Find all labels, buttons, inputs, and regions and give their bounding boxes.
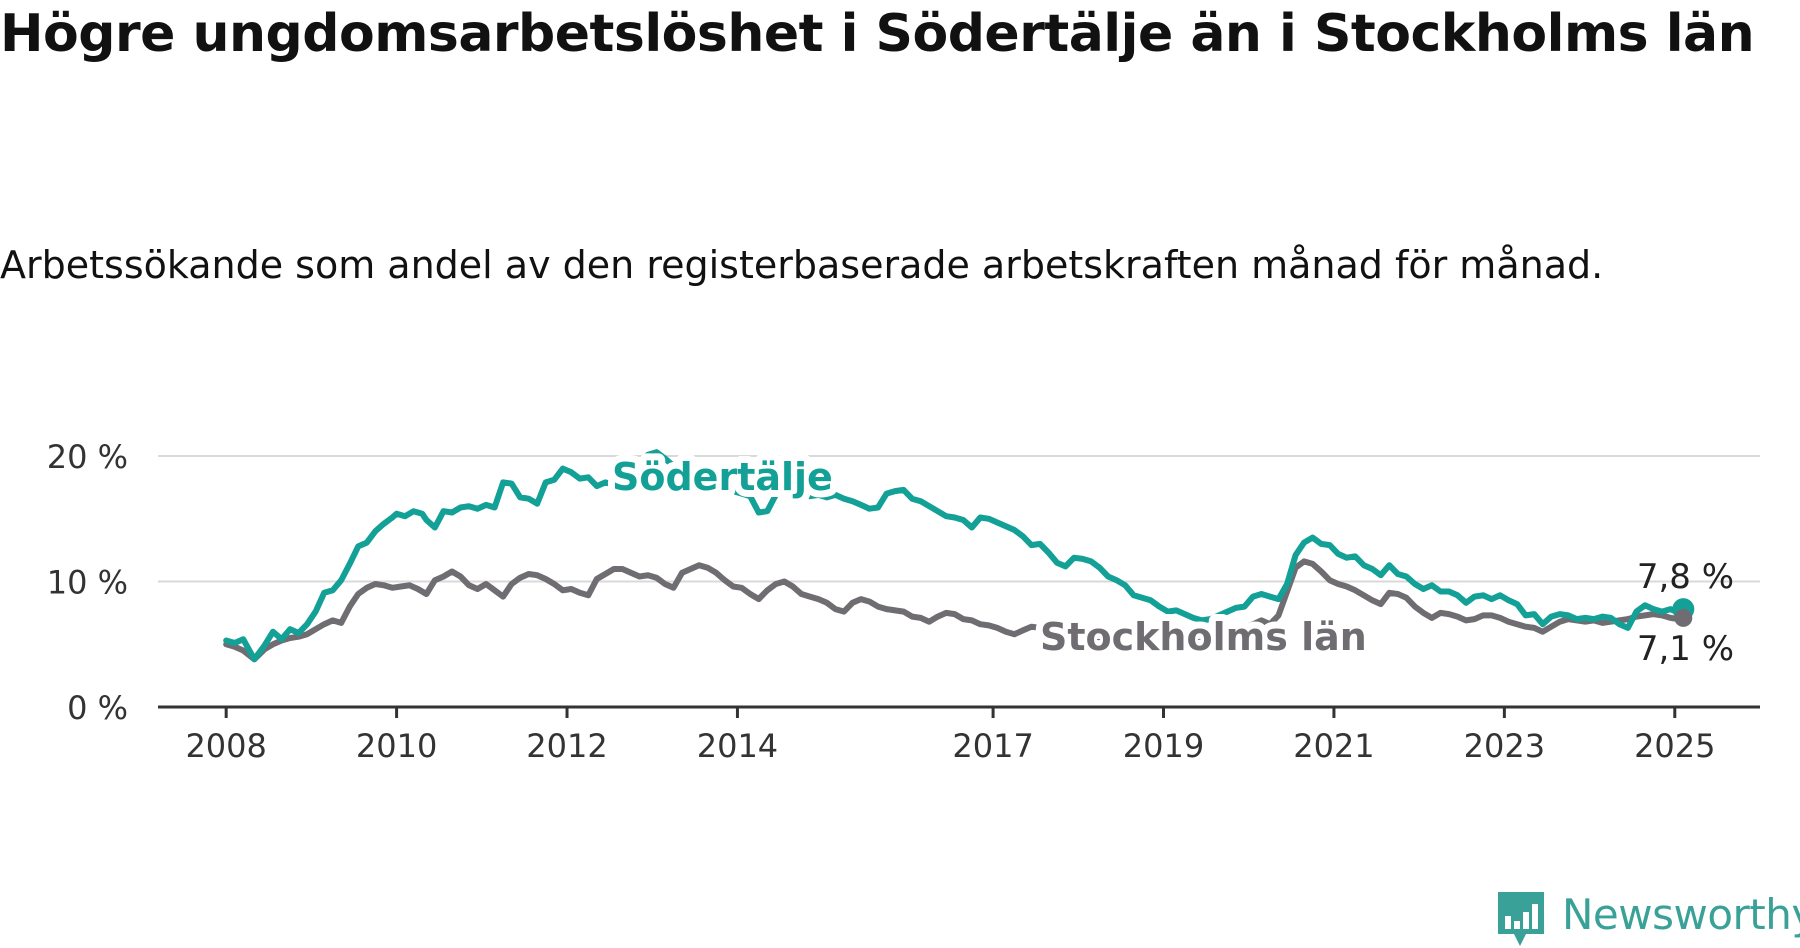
series-lines (223, 449, 1695, 663)
end-value-label-stockholms-lan: 7,1 % (1637, 629, 1734, 669)
x-axis: 2008 2010 2012 2014 2017 2019 2021 2023 2025 (158, 705, 1760, 765)
series-label-stockholms-lan: Stockholms län (1040, 615, 1367, 659)
x-tick-label: 2008 (185, 727, 266, 765)
x-tick-label: 2014 (697, 727, 778, 765)
series-label-sodertalje-halo: Södertälje (612, 455, 833, 499)
x-tick-label: 2023 (1464, 727, 1545, 765)
y-axis-tick-labels: 0 % 10 % 20 % (47, 438, 128, 727)
brand-name: Newsworthy (1562, 890, 1800, 939)
series-line-s-dert-lje (223, 449, 1687, 663)
x-tick-label: 2021 (1293, 727, 1374, 765)
end-value-label-sodertalje: 7,8 % (1637, 557, 1734, 597)
newsworthy-logo[interactable]: Newsworthy (1496, 888, 1800, 948)
y-tick-label: 20 % (47, 438, 128, 476)
x-tick-label: 2017 (952, 727, 1033, 765)
series-line-stockholms-l-n (223, 558, 1687, 663)
end-point-marker (1674, 608, 1693, 627)
x-tick-label: 2012 (526, 727, 607, 765)
grid-lines (158, 455, 1760, 583)
series-label-sodertalje: Södertälje (612, 455, 833, 499)
chart-subtitle: Arbetssökande som andel av den registerb… (0, 243, 1604, 287)
x-tick-label: 2019 (1123, 727, 1204, 765)
y-tick-label: 0 % (67, 689, 128, 727)
x-tick-label: 2010 (356, 727, 437, 765)
bar-chart-speech-icon (1498, 892, 1544, 946)
y-tick-label: 10 % (47, 564, 128, 602)
series-label-stockholms-lan-halo: Stockholms län (1040, 615, 1367, 659)
x-tick-label: 2025 (1634, 727, 1715, 765)
chart-title: Högre ungdomsarbetslöshet i Södertälje ä… (0, 4, 1755, 64)
